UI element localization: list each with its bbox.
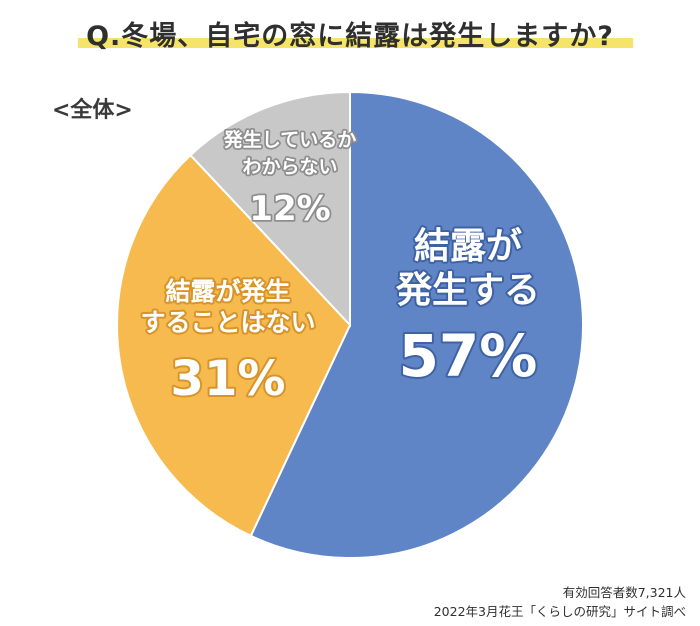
pie-slice-never-occurs bbox=[116, 153, 352, 538]
slice-label-never-occurs-line-2: することはない bbox=[140, 308, 315, 337]
slice-label-occurs-line-1: 結露が bbox=[414, 226, 522, 267]
slice-value-occurs: 57% bbox=[399, 322, 538, 390]
slice-value-never-occurs: 31% bbox=[171, 351, 286, 407]
slice-label-unknown-line-1: 発生しているか bbox=[223, 128, 356, 151]
respondent-count-note: 有効回答者数7,321人 bbox=[562, 585, 686, 600]
slice-label-unknown-line-2: わからない bbox=[242, 156, 337, 178]
slice-label-occurs-line-2: 発生する bbox=[396, 270, 540, 311]
slice-value-unknown: 12% bbox=[249, 189, 330, 229]
pie-slice-unknown bbox=[189, 90, 351, 328]
pie-slice-occurs bbox=[249, 90, 584, 559]
subset-label: <全体> bbox=[52, 98, 133, 123]
title-highlight bbox=[78, 38, 633, 48]
chart-title: Q.冬場、自宅の窓に結露は発生しますか? bbox=[86, 21, 614, 52]
source-note: 2022年3月花王「くらしの研究」サイト調べ bbox=[433, 604, 686, 619]
chart-title-block: Q.冬場、自宅の窓に結露は発生しますか? bbox=[0, 6, 700, 56]
slice-label-never-occurs-line-1: 結露が発生 bbox=[165, 277, 290, 306]
